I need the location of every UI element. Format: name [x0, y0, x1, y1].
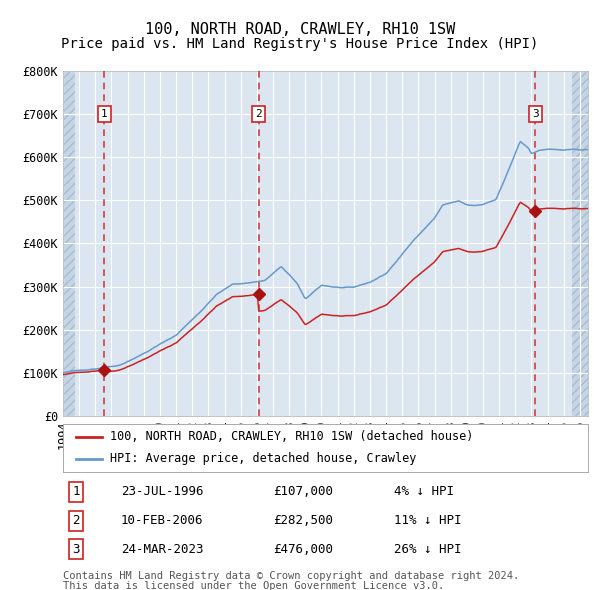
Text: 3: 3 — [73, 543, 80, 556]
Text: 11% ↓ HPI: 11% ↓ HPI — [394, 514, 461, 527]
Text: 1: 1 — [73, 486, 80, 499]
Text: 23-JUL-1996: 23-JUL-1996 — [121, 486, 203, 499]
Text: 2: 2 — [73, 514, 80, 527]
Text: £107,000: £107,000 — [273, 486, 333, 499]
Text: 100, NORTH ROAD, CRAWLEY, RH10 1SW (detached house): 100, NORTH ROAD, CRAWLEY, RH10 1SW (deta… — [110, 430, 473, 443]
Text: 1: 1 — [101, 109, 107, 119]
Text: 10-FEB-2006: 10-FEB-2006 — [121, 514, 203, 527]
Text: Price paid vs. HM Land Registry's House Price Index (HPI): Price paid vs. HM Land Registry's House … — [61, 37, 539, 51]
Text: 24-MAR-2023: 24-MAR-2023 — [121, 543, 203, 556]
Text: 2: 2 — [255, 109, 262, 119]
Text: 100, NORTH ROAD, CRAWLEY, RH10 1SW: 100, NORTH ROAD, CRAWLEY, RH10 1SW — [145, 22, 455, 37]
Text: £476,000: £476,000 — [273, 543, 333, 556]
Text: 4% ↓ HPI: 4% ↓ HPI — [394, 486, 454, 499]
Bar — [63, 71, 75, 416]
Text: 3: 3 — [532, 109, 539, 119]
Text: £282,500: £282,500 — [273, 514, 333, 527]
Bar — [572, 71, 588, 416]
Text: This data is licensed under the Open Government Licence v3.0.: This data is licensed under the Open Gov… — [63, 581, 444, 590]
Text: Contains HM Land Registry data © Crown copyright and database right 2024.: Contains HM Land Registry data © Crown c… — [63, 571, 519, 581]
Text: HPI: Average price, detached house, Crawley: HPI: Average price, detached house, Craw… — [110, 453, 416, 466]
Text: 26% ↓ HPI: 26% ↓ HPI — [394, 543, 461, 556]
